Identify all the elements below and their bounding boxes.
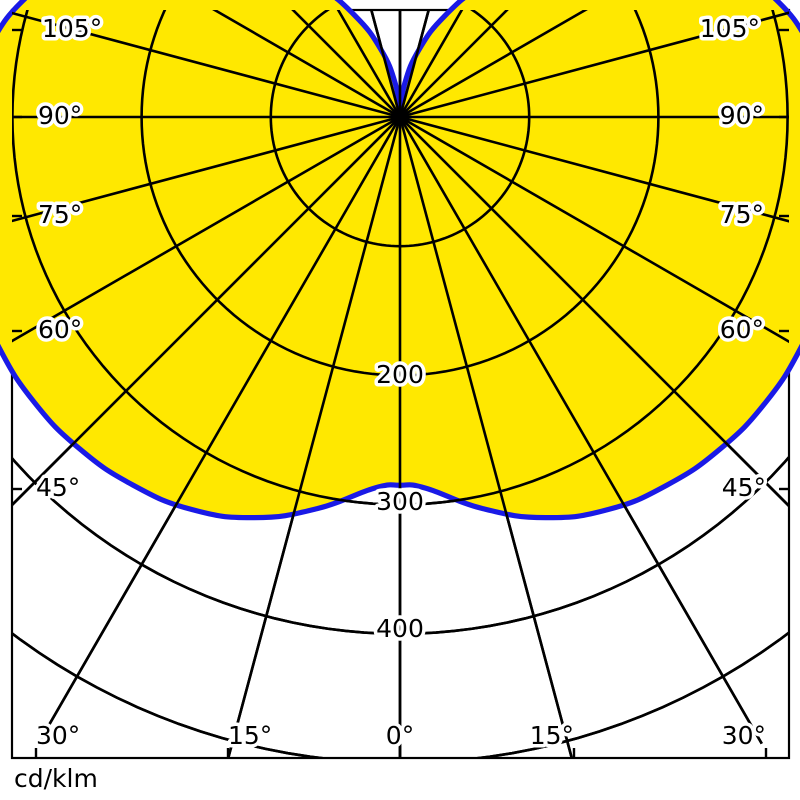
angle-label-left-6: 15°: [228, 721, 272, 750]
angle-label-right-4: 45°: [722, 473, 766, 502]
angle-label-left-1-halo: 90°: [38, 101, 82, 130]
angle-label-left-3: 60°: [38, 315, 82, 344]
axis-label-layer: 105° 105° 90° 90° 75° 75° 60° 60° 45° 45° 30° 30° 15…: [33, 11, 770, 754]
angle-label-right-5-halo: 30°: [722, 721, 766, 750]
angle-label-right-0: 105°: [700, 14, 760, 43]
angle-label-right-2: 75°: [720, 200, 764, 229]
angle-label-right-5: 30°: [722, 721, 766, 750]
angle-label-left-6-halo: 15°: [228, 721, 272, 750]
angle-label-left-3-halo: 60°: [38, 315, 82, 344]
angle-label-center-halo: 0°: [386, 721, 414, 750]
radial-label-0: 200: [376, 360, 424, 389]
angle-label-center: 0°: [386, 721, 414, 750]
unit-label: cd/klm: [14, 764, 98, 793]
axis-ticks: [12, 28, 789, 758]
angle-label-left-2: 75°: [38, 200, 82, 229]
radial-label-2-halo: 400: [376, 614, 424, 643]
angle-label-right-4-halo: 45°: [722, 473, 766, 502]
angle-label-left-5: 30°: [36, 721, 80, 750]
angle-label-right-1-halo: 90°: [720, 101, 764, 130]
angle-label-left-2-halo: 75°: [38, 200, 82, 229]
angle-label-left-0: 105°: [42, 14, 102, 43]
angle-label-right-0-halo: 105°: [700, 14, 760, 43]
angle-label-left-0-halo: 105°: [42, 14, 102, 43]
angle-label-left-4-halo: 45°: [36, 473, 80, 502]
angle-label-right-6: 15°: [530, 721, 574, 750]
angle-label-right-1: 90°: [720, 101, 764, 130]
angle-label-left-5-halo: 30°: [36, 721, 80, 750]
radial-label-0-halo: 200: [376, 360, 424, 389]
radial-label-1-halo: 300: [376, 487, 424, 516]
angle-label-right-3: 60°: [720, 315, 764, 344]
angle-label-left-1: 90°: [38, 101, 82, 130]
angle-label-left-4: 45°: [36, 473, 80, 502]
angle-label-right-2-halo: 75°: [720, 200, 764, 229]
angle-label-right-3-halo: 60°: [720, 315, 764, 344]
radial-label-2: 400: [376, 614, 424, 643]
radial-label-1: 300: [376, 487, 424, 516]
angle-label-right-6-halo: 15°: [530, 721, 574, 750]
